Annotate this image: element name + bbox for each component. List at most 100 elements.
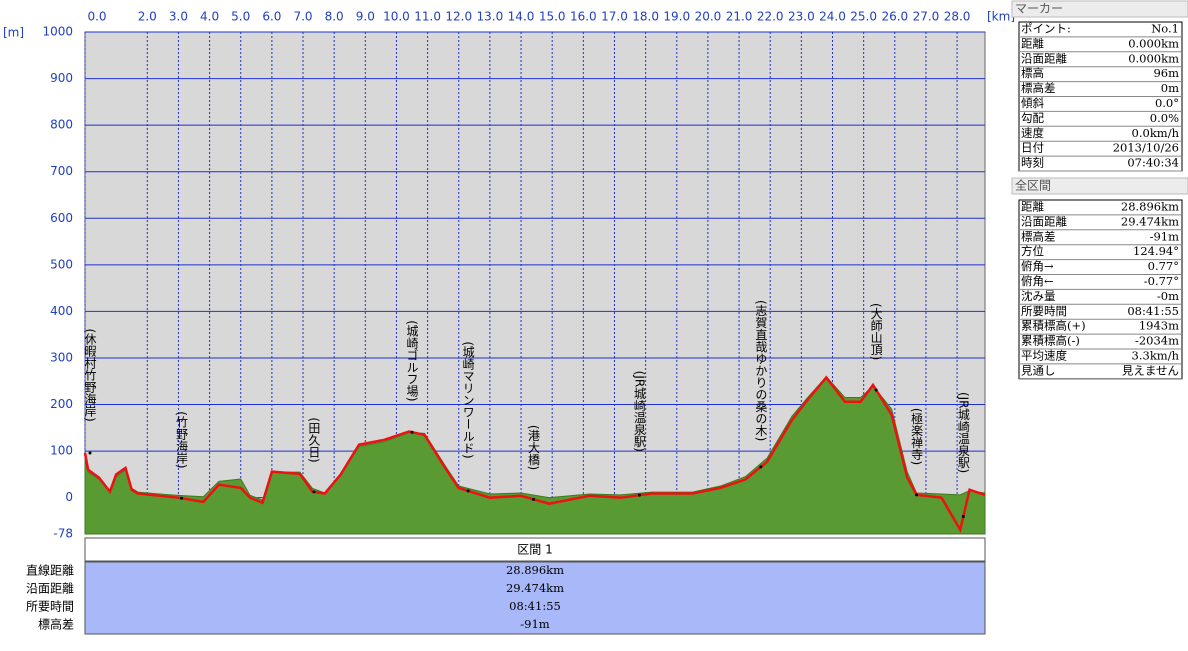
landmark-label: (極楽禅寺) bbox=[910, 408, 924, 465]
panel-row-value: 0.000km bbox=[1128, 51, 1179, 65]
x-tick-label: 21.0 bbox=[726, 10, 753, 24]
landmark-point bbox=[961, 514, 965, 518]
landmark-point bbox=[532, 497, 536, 501]
landmark-point bbox=[874, 388, 878, 392]
section-row-value: 29.474km bbox=[506, 581, 564, 595]
x-tick-label: 4.0 bbox=[200, 10, 219, 24]
landmark-label: (休暇村竹野海岸) bbox=[83, 328, 97, 421]
panel-row-label: 沿面距離 bbox=[1021, 51, 1067, 65]
x-tick-label: 3.0 bbox=[169, 10, 188, 24]
panel-row-value: 2013/10/26 bbox=[1113, 141, 1179, 155]
landmark-point bbox=[915, 493, 919, 497]
panel-title-bg bbox=[1011, 177, 1188, 195]
panel-row-value: 29.474km bbox=[1121, 214, 1179, 228]
x-tick-label: 15.0 bbox=[539, 10, 566, 24]
x-tick-label: 14.0 bbox=[508, 10, 535, 24]
section-row-value: -91m bbox=[520, 617, 550, 631]
panel-title-bg bbox=[1011, 0, 1188, 18]
panel-row-label: 沿面距離 bbox=[1021, 214, 1067, 228]
panel-row-value: 見えません bbox=[1122, 363, 1179, 377]
y-tick-label: 900 bbox=[50, 71, 73, 85]
panel-row-value: 08:41:55 bbox=[1127, 304, 1179, 318]
panel-row-label: 方位 bbox=[1021, 244, 1044, 258]
panel-row-value: 28.896km bbox=[1121, 199, 1179, 213]
x-tick-label: 8.0 bbox=[325, 10, 344, 24]
x-tick-label: 23.0 bbox=[788, 10, 815, 24]
panel-row-label: 傾斜 bbox=[1021, 96, 1044, 110]
x-tick-label: 12.0 bbox=[445, 10, 472, 24]
x-tick-label: 13.0 bbox=[477, 10, 504, 24]
panel-row-value: 0.000km bbox=[1128, 36, 1179, 50]
landmark-label: (田久日) bbox=[307, 417, 321, 462]
section-row-value: 08:41:55 bbox=[509, 599, 561, 613]
panel-row-label: 俯角→ bbox=[1021, 259, 1054, 273]
x-tick-label: 28.0 bbox=[944, 10, 971, 24]
y-tick-label: -78 bbox=[53, 527, 73, 541]
panel-row-label: 平均速度 bbox=[1021, 348, 1067, 362]
panel-row-value: -0.77° bbox=[1144, 274, 1179, 288]
panel-row-value: -91m bbox=[1150, 229, 1180, 243]
panel-row-label: 累積標高(-) bbox=[1021, 334, 1080, 348]
x-tick-label: 25.0 bbox=[850, 10, 877, 24]
x-tick-label: 24.0 bbox=[819, 10, 846, 24]
y-tick-label: 200 bbox=[50, 397, 73, 411]
panel-row-label: ポイント: bbox=[1021, 21, 1071, 35]
panel-row-label: 速度 bbox=[1021, 126, 1044, 140]
landmark-point bbox=[759, 465, 763, 469]
panel-row-label: 日付 bbox=[1021, 141, 1044, 155]
track-line bbox=[83, 375, 986, 534]
panel-row-value: 0m bbox=[1161, 81, 1179, 95]
x-tick-label: 5.0 bbox=[231, 10, 250, 24]
section-row-label: 標高差 bbox=[38, 617, 74, 632]
panel-row-value: -2034m bbox=[1135, 334, 1179, 348]
landmark-point bbox=[312, 490, 316, 494]
x-tick-label: 11.0 bbox=[414, 10, 441, 24]
panel-row-label: 標高差 bbox=[1021, 229, 1056, 243]
y-tick-label: 1000 bbox=[42, 25, 73, 39]
y-tick-label: 300 bbox=[50, 350, 73, 364]
landmark-label: (竹野海岸) bbox=[175, 411, 189, 468]
x-tick-label: 20.0 bbox=[695, 10, 722, 24]
panel-row-value: -0m bbox=[1157, 289, 1179, 303]
landmark-label: (大師山頂) bbox=[869, 303, 883, 360]
panel-row-value: 07:40:34 bbox=[1127, 156, 1179, 170]
x-tick-label: 0.0 bbox=[87, 10, 106, 24]
x-tick-label: 19.0 bbox=[663, 10, 690, 24]
panel-row-label: 標高 bbox=[1021, 66, 1044, 80]
landmark-label: (城崎マリンワールド) bbox=[461, 341, 475, 458]
x-tick-label: 17.0 bbox=[601, 10, 628, 24]
section-body bbox=[84, 561, 986, 635]
panel-row-value: 0.0° bbox=[1155, 96, 1179, 110]
panel-row-value: 0.0% bbox=[1150, 111, 1179, 125]
y-tick-label: 400 bbox=[50, 304, 73, 318]
section-header: 区間 1 bbox=[517, 543, 552, 557]
y-tick-label: 700 bbox=[50, 164, 73, 178]
section-header-bg bbox=[84, 537, 986, 562]
y-tick-label: 500 bbox=[50, 257, 73, 271]
panel-row-label: 距離 bbox=[1021, 199, 1044, 213]
landmark-point bbox=[466, 489, 470, 493]
landmark-point bbox=[637, 493, 641, 497]
landmark-label: (港大橋) bbox=[527, 425, 541, 470]
x-tick-label: 26.0 bbox=[881, 10, 908, 24]
panel-row-label: 時刻 bbox=[1021, 156, 1044, 170]
landmark-label: (志賀直哉ゆかりの桑の木) bbox=[754, 300, 768, 441]
y-unit: [m] bbox=[3, 26, 24, 40]
panel-row-label: 距離 bbox=[1021, 36, 1044, 50]
x-tick-label: 2.0 bbox=[138, 10, 157, 24]
landmark-point bbox=[410, 430, 414, 434]
landmark-label: (JR城崎温泉駅) bbox=[632, 371, 646, 452]
panel-row-label: 沈み量 bbox=[1021, 289, 1056, 303]
landmark-point bbox=[88, 451, 92, 455]
x-tick-label: 7.0 bbox=[293, 10, 312, 24]
panel-row-value: 1943m bbox=[1139, 319, 1179, 333]
x-tick-label: 18.0 bbox=[632, 10, 659, 24]
y-tick-label: 800 bbox=[50, 118, 73, 132]
x-unit: [km] bbox=[987, 10, 1015, 24]
panel-row-value: 0.77° bbox=[1148, 259, 1179, 273]
y-tick-label: 600 bbox=[50, 211, 73, 225]
panel-row-value: 0.0km/h bbox=[1132, 126, 1180, 140]
y-tick-label: 0 bbox=[65, 490, 73, 504]
panel-row-value: 124.94° bbox=[1133, 244, 1179, 258]
